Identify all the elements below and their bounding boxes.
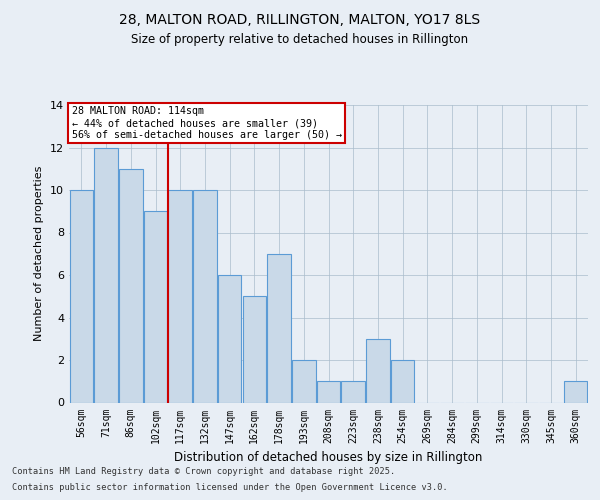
Text: Contains public sector information licensed under the Open Government Licence v3: Contains public sector information licen… bbox=[12, 484, 448, 492]
Bar bbox=[169, 190, 192, 402]
Bar bbox=[317, 381, 340, 402]
Bar bbox=[218, 275, 241, 402]
Text: Contains HM Land Registry data © Crown copyright and database right 2025.: Contains HM Land Registry data © Crown c… bbox=[12, 467, 395, 476]
Y-axis label: Number of detached properties: Number of detached properties bbox=[34, 166, 44, 342]
Bar bbox=[70, 190, 93, 402]
Text: 28, MALTON ROAD, RILLINGTON, MALTON, YO17 8LS: 28, MALTON ROAD, RILLINGTON, MALTON, YO1… bbox=[119, 12, 481, 26]
Text: 28 MALTON ROAD: 114sqm
← 44% of detached houses are smaller (39)
56% of semi-det: 28 MALTON ROAD: 114sqm ← 44% of detached… bbox=[71, 106, 341, 140]
Bar bbox=[292, 360, 316, 403]
X-axis label: Distribution of detached houses by size in Rillington: Distribution of detached houses by size … bbox=[175, 451, 482, 464]
Bar bbox=[94, 148, 118, 402]
Bar bbox=[119, 169, 143, 402]
Bar bbox=[242, 296, 266, 403]
Bar bbox=[193, 190, 217, 402]
Text: Size of property relative to detached houses in Rillington: Size of property relative to detached ho… bbox=[131, 32, 469, 46]
Bar bbox=[144, 211, 167, 402]
Bar bbox=[366, 339, 389, 402]
Bar bbox=[341, 381, 365, 402]
Bar bbox=[391, 360, 415, 403]
Bar bbox=[564, 381, 587, 402]
Bar bbox=[268, 254, 291, 402]
